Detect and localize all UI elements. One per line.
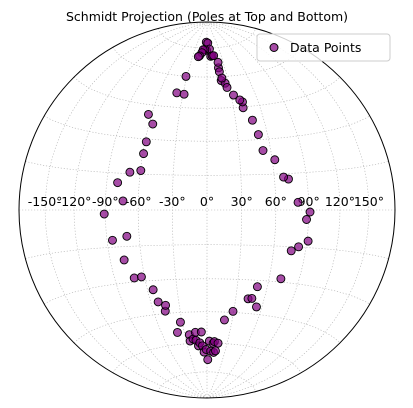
meridian-line (206, 21, 341, 399)
parallel-line (73, 311, 341, 344)
data-point (108, 235, 117, 245)
data-point (99, 209, 109, 219)
data-point (276, 274, 286, 284)
data-point (139, 149, 149, 159)
data-point (143, 109, 153, 119)
chart-title: Schmidt Projection (Poles at Top and Bot… (66, 9, 348, 24)
data-point (235, 95, 245, 105)
data-point (193, 52, 203, 62)
data-point (141, 137, 151, 147)
parallel-line (44, 115, 370, 142)
data-point (161, 300, 171, 310)
data-point (303, 236, 313, 246)
data-points (99, 37, 315, 365)
meridian-line (206, 21, 370, 399)
data-point (279, 172, 289, 182)
data-point (213, 57, 223, 67)
data-point (293, 197, 303, 207)
data-point (258, 146, 268, 155)
data-point (286, 246, 296, 256)
parallel-line (73, 76, 341, 109)
parallel-line (44, 278, 370, 305)
data-point (228, 306, 238, 316)
data-point (181, 71, 191, 81)
data-point (175, 317, 185, 327)
data-point (203, 355, 213, 365)
data-point (136, 166, 146, 176)
data-point (122, 231, 132, 241)
x-tick-label: -30° (159, 194, 186, 209)
x-tick-label: -90° (92, 194, 119, 209)
legend: Data Points (256, 33, 391, 62)
data-point (129, 273, 139, 283)
data-point (247, 293, 257, 303)
data-point (247, 115, 257, 125)
data-point (229, 90, 238, 100)
data-point (270, 155, 280, 165)
projection-boundary (18, 21, 396, 399)
x-tick-label: 60° (265, 194, 287, 209)
parallel-line (112, 47, 302, 78)
data-point (153, 297, 163, 307)
parallel-line (158, 371, 256, 392)
data-point (252, 302, 261, 312)
x-tick-label: 120° (325, 194, 355, 209)
legend-label: Data Points (290, 40, 361, 55)
x-tick-label: 30° (231, 194, 253, 209)
data-point (136, 272, 146, 282)
data-point (213, 338, 223, 348)
x-tick-labels: -150°-120° -90° -60° -30° 0° 30° 60° 90° 120°150… (28, 194, 384, 209)
x-tick-label: -60° (125, 194, 152, 209)
x-tick-label: -120° (57, 194, 92, 209)
data-point (125, 167, 135, 177)
data-point (217, 73, 227, 83)
legend-box (256, 33, 391, 62)
parallel-line (158, 28, 256, 49)
data-point (148, 119, 158, 129)
data-point (222, 82, 232, 92)
data-point (179, 89, 189, 99)
data-point (148, 285, 158, 295)
meridian-line (104, 21, 208, 399)
data-point (252, 282, 262, 292)
x-tick-label: 0° (200, 194, 214, 209)
data-point (113, 178, 123, 188)
data-point (219, 315, 229, 325)
data-point (253, 130, 263, 140)
data-point (209, 51, 219, 61)
data-point (305, 207, 315, 217)
data-point (172, 88, 182, 98)
data-point (211, 346, 220, 356)
x-tick-label: -150° (28, 194, 63, 209)
data-point (118, 196, 128, 206)
x-tick-label: 150° (354, 194, 384, 209)
data-point (172, 327, 182, 337)
x-tick-label: 90° (298, 194, 320, 209)
data-point (119, 255, 129, 265)
data-point (196, 327, 206, 337)
data-point (294, 242, 304, 252)
data-point (302, 215, 311, 224)
legend-marker (269, 43, 279, 52)
